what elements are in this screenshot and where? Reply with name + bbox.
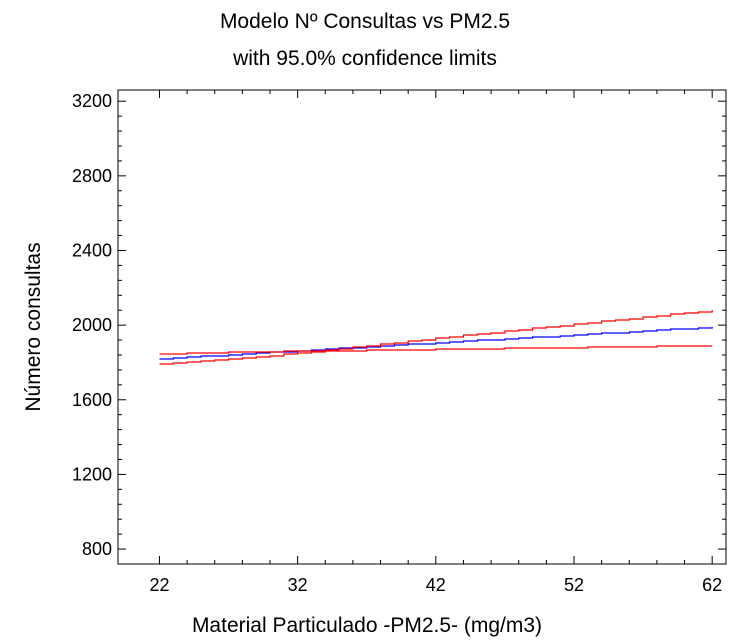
y-tick-label: 1600 — [72, 390, 112, 410]
x-axis-label: Material Particulado -PM2.5- (mg/m3) — [192, 614, 542, 637]
y-tick-label: 2400 — [72, 240, 112, 260]
y-tick-label: 1200 — [72, 464, 112, 484]
chart-subtitle: with 95.0% confidence limits — [233, 47, 497, 70]
y-tick-label: 3200 — [72, 91, 112, 111]
x-tick-label: 52 — [564, 575, 584, 595]
x-tick-label: 42 — [426, 575, 446, 595]
y-tick-label: 800 — [82, 539, 112, 559]
y-tick-label: 2800 — [72, 166, 112, 186]
y-axis-label: Número consultas — [22, 242, 45, 411]
plot-frame — [117, 89, 727, 565]
x-tick-label: 22 — [149, 575, 169, 595]
y-tick-label: 2000 — [72, 315, 112, 335]
x-tick-label: 62 — [702, 575, 722, 595]
chart-title: Modelo Nº Consultas vs PM2.5 — [219, 10, 511, 33]
confidence-limit-line — [159, 345, 713, 355]
confidence-limit-line — [159, 310, 713, 365]
x-tick-label: 32 — [288, 575, 308, 595]
fitted-line — [159, 327, 713, 360]
